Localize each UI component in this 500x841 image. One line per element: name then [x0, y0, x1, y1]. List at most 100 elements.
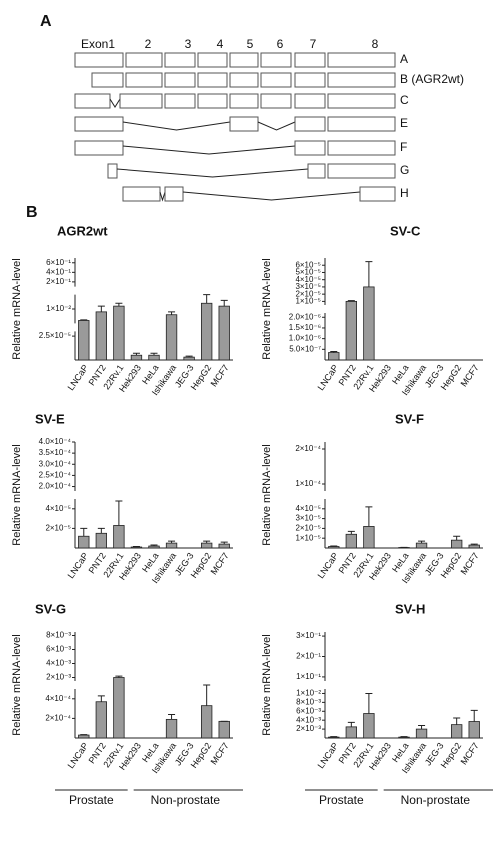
exon: [294, 116, 326, 132]
panel-label: A: [40, 13, 52, 30]
error-bar: [220, 541, 228, 545]
y-tick-label: 3.0×10⁻⁴: [39, 459, 72, 468]
x-tick-label: MCF7: [209, 363, 231, 389]
x-tick-label: MCF7: [209, 741, 231, 767]
exon: [294, 140, 326, 156]
exon-label: 7: [310, 37, 317, 51]
y-tick-label: 8×10⁻³: [296, 697, 321, 706]
y-tick-label: 6×10⁻³: [46, 645, 71, 654]
y-tick-label: 2×10⁻³: [296, 724, 321, 733]
intron: [182, 191, 361, 201]
bar: [165, 718, 178, 739]
x-tick-label: LNCaP: [66, 741, 91, 771]
exon: [359, 186, 396, 202]
y-tick-label: 3.5×10⁻⁴: [39, 448, 72, 457]
y-tick-label: 2.0×10⁻⁴: [39, 482, 72, 491]
exon: [107, 163, 118, 179]
error-bar: [168, 713, 176, 720]
exon: [74, 52, 124, 68]
error-bar: [132, 352, 140, 356]
exon: [229, 116, 259, 132]
variant-label: F: [400, 140, 407, 154]
y-tick-label: 6×10⁻³: [296, 706, 321, 715]
y-axis-label: Relative mRNA-level: [261, 444, 273, 545]
y-tick-label: 2.5×10⁻⁵: [39, 331, 71, 340]
error-bar: [97, 695, 105, 702]
y-tick-label: 5.0×10⁻⁷: [289, 344, 321, 353]
error-bar: [365, 261, 373, 287]
error-bar: [115, 675, 123, 678]
error-bar: [203, 294, 211, 304]
bar: [130, 546, 143, 549]
intron: [257, 121, 296, 131]
exon: [164, 93, 196, 109]
exon: [74, 116, 124, 132]
error-bar: [418, 540, 426, 544]
bar: [218, 305, 230, 361]
exon: [197, 52, 228, 68]
exon: [122, 186, 161, 202]
x-tick-label: LNCaP: [66, 363, 91, 393]
y-tick-label: 2×10⁻⁵: [295, 524, 321, 533]
exon-label: 8: [372, 37, 379, 51]
y-tick-label: 4×10⁻⁵: [295, 275, 321, 284]
exon: [125, 72, 163, 88]
chart-title: SV-H: [395, 601, 425, 616]
y-tick-label: 4.0×10⁻⁴: [39, 437, 72, 446]
error-bar: [203, 540, 211, 544]
exon: [164, 52, 196, 68]
exon: [229, 93, 259, 109]
bar: [468, 544, 480, 549]
y-tick-label: 4×10⁻¹: [46, 267, 71, 276]
error-bar: [203, 684, 211, 706]
bar: [148, 545, 160, 549]
exon: [125, 52, 163, 68]
bar: [200, 705, 213, 739]
y-axis-label: Relative mRNA-level: [11, 258, 23, 359]
error-bar: [185, 355, 193, 358]
group-label: Non-prostate: [401, 793, 471, 807]
bar: [78, 734, 90, 739]
y-tick-label: 2.5×10⁻⁴: [39, 471, 72, 480]
bar: [328, 736, 340, 739]
variant-label: H: [400, 186, 409, 200]
bar: [113, 525, 125, 549]
y-tick-label: 4×10⁻⁴: [45, 694, 71, 703]
bar: [345, 726, 358, 739]
exon-label: 6: [277, 37, 284, 51]
exon: [260, 52, 292, 68]
y-tick-label: 1.0×10⁻⁶: [289, 334, 321, 343]
y-tick-label: 2×10⁻³: [46, 673, 71, 682]
exon: [260, 93, 292, 109]
exon: [260, 72, 292, 88]
bar: [345, 300, 358, 361]
y-tick-label: 6×10⁻⁵: [295, 260, 321, 269]
bar: [415, 728, 428, 739]
intron: [109, 98, 121, 108]
bar: [95, 311, 107, 361]
x-tick-label: MCF7: [459, 551, 481, 577]
y-tick-label: 1.5×10⁻⁶: [289, 323, 321, 332]
y-tick-label: 2×10⁻¹: [296, 652, 321, 661]
y-tick-label: 4×10⁻³: [46, 659, 71, 668]
y-tick-label: 2×10⁻¹: [46, 277, 71, 286]
x-tick-label: MCF7: [209, 551, 231, 577]
error-bar: [453, 717, 461, 725]
y-tick-label: 1×10⁻⁵: [295, 533, 321, 542]
intron: [122, 121, 231, 131]
error-bar: [150, 352, 158, 356]
exon: [164, 186, 184, 202]
exon: [74, 140, 124, 156]
bar: [113, 677, 125, 739]
exon: [294, 52, 326, 68]
error-bar: [150, 544, 158, 547]
chart-title: SV-F: [395, 411, 424, 426]
error-bar: [330, 350, 338, 353]
error-bar: [220, 299, 228, 307]
bar: [183, 356, 195, 361]
chart-title: SV-C: [390, 223, 421, 238]
y-axis-label: Relative mRNA-level: [11, 444, 23, 545]
group-label: Prostate: [319, 793, 364, 807]
bar: [363, 286, 375, 361]
intron: [116, 168, 309, 178]
